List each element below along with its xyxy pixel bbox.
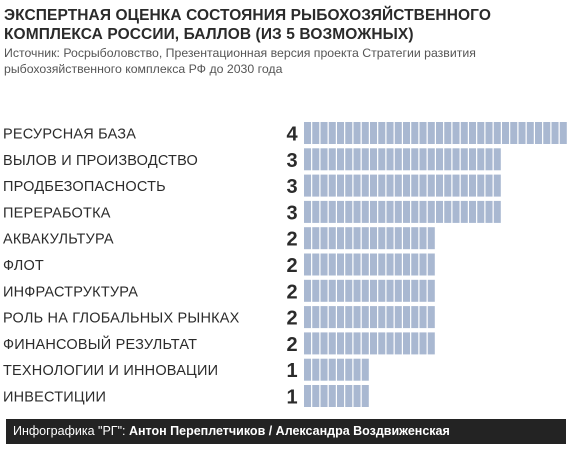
bar [304, 332, 435, 355]
bar [304, 253, 435, 276]
value-label: 2 [286, 334, 297, 356]
credits-footer: Инфографика "РГ": Антон Переплетчиков / … [6, 419, 566, 444]
value-label: 2 [286, 229, 297, 251]
bar [304, 385, 369, 407]
bar [304, 358, 369, 381]
category-label: РОЛЬ НА ГЛОБАЛЬНЫХ РЫНКАХ [3, 311, 240, 327]
value-label: 4 [286, 124, 298, 146]
value-label: 2 [286, 281, 297, 303]
bar [304, 122, 567, 144]
credits-authors: Антон Переплетчиков / Александра Воздвиж… [128, 424, 450, 438]
category-label: РЕСУРСНАЯ БАЗА [3, 127, 136, 143]
value-label: 1 [286, 360, 297, 382]
value-label: 3 [286, 202, 297, 224]
category-label: ПРОДБЕЗОПАСНОСТЬ [3, 179, 166, 195]
value-label: 2 [286, 255, 297, 277]
bar [304, 200, 501, 223]
category-label: ТЕХНОЛОГИИ И ИННОВАЦИИ [3, 363, 218, 379]
chart-title: ЭКСПЕРТНАЯ ОЦЕНКА СОСТОЯНИЯ РЫБОХОЗЯЙСТВ… [4, 7, 491, 43]
category-label: ИНФРАСТРУКТУРА [3, 284, 138, 300]
bar [304, 227, 435, 250]
category-label: ФИНАНСОВЫЙ РЕЗУЛЬТАТ [3, 335, 197, 353]
bar-chart: РЕСУРСНАЯ БАЗА 4 ВЫЛОВ И ПРОИЗВОДСТВО 3 ПРОД… [3, 122, 567, 409]
category-label: АКВАКУЛЬТУРА [3, 232, 114, 248]
chart-source: Источник: Росрыболовство, Презентационна… [4, 46, 476, 76]
bar [304, 174, 501, 197]
category-label: ИНВЕСТИЦИИ [3, 390, 106, 406]
bar [304, 279, 435, 302]
category-label: ФЛОТ [3, 258, 44, 274]
value-label: 2 [286, 308, 297, 330]
category-label: ВЫЛОВ И ПРОИЗВОДСТВО [3, 153, 198, 169]
credits-prefix: Инфографика "РГ": [13, 424, 129, 438]
value-label: 3 [286, 176, 297, 198]
value-label: 3 [286, 150, 297, 172]
bar [304, 306, 435, 329]
value-label: 1 [286, 387, 297, 409]
category-label: ПЕРЕРАБОТКА [3, 205, 111, 221]
bar [304, 148, 501, 171]
